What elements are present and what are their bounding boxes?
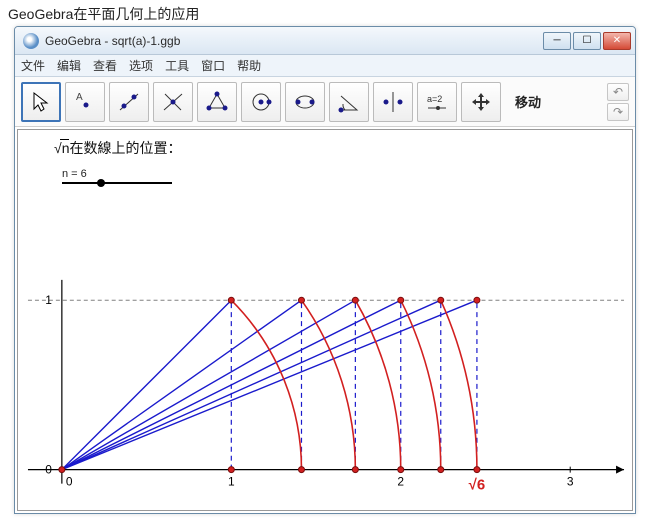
menu-view[interactable]: 查看 (93, 57, 117, 74)
page-title: GeoGebra在平面几何上的应用 (0, 0, 650, 28)
app-window: GeoGebra - sqrt(a)-1.ggb ─ ☐ ✕ 文件 编辑 查看 … (14, 26, 636, 514)
svg-text:0: 0 (45, 463, 52, 477)
svg-text:A: A (76, 92, 83, 103)
toolbar: Aa=2 移动 ↶ ↷ (15, 77, 635, 127)
slider-track[interactable] (62, 182, 172, 184)
close-button[interactable]: ✕ (603, 32, 631, 50)
point-tool[interactable]: A (65, 82, 105, 122)
svg-text:0: 0 (66, 475, 73, 489)
titlebar: GeoGebra - sqrt(a)-1.ggb ─ ☐ ✕ (15, 27, 635, 55)
tool-mode-label: 移动 (515, 92, 541, 111)
move-tool[interactable] (21, 82, 61, 122)
undo-button[interactable]: ↶ (607, 83, 629, 101)
perpendicular-tool[interactable] (153, 82, 193, 122)
slider-thumb[interactable] (97, 179, 105, 187)
svg-text:a=2: a=2 (427, 94, 442, 104)
window-title: GeoGebra - sqrt(a)-1.ggb (45, 34, 543, 48)
menubar: 文件 编辑 查看 选项 工具 窗口 帮助 (15, 55, 635, 77)
angle-tool[interactable] (329, 82, 369, 122)
plot-svg: 1 2 3 0 1 0 √6 (18, 210, 632, 510)
menu-file[interactable]: 文件 (21, 57, 45, 74)
menu-options[interactable]: 选项 (129, 57, 153, 74)
maximize-button[interactable]: ☐ (573, 32, 601, 50)
polygon-tool[interactable] (197, 82, 237, 122)
slider-tool[interactable]: a=2 (417, 82, 457, 122)
ellipse-tool[interactable] (285, 82, 325, 122)
canvas-label: √n在数線上的位置： (54, 138, 181, 158)
slider-n[interactable]: n = 6 (62, 168, 172, 184)
line-tool[interactable] (109, 82, 149, 122)
plot-area: 1 2 3 0 1 0 √6 (18, 210, 632, 510)
menu-tools[interactable]: 工具 (165, 57, 189, 74)
graphics-view[interactable]: √n在数線上的位置： n = 6 1 2 3 0 1 0 √6 (17, 129, 633, 511)
move-view-tool[interactable] (461, 82, 501, 122)
slider-label: n = 6 (62, 168, 172, 180)
circle-tool[interactable] (241, 82, 281, 122)
menu-edit[interactable]: 编辑 (57, 57, 81, 74)
reflect-tool[interactable] (373, 82, 413, 122)
app-icon (23, 33, 39, 49)
menu-help[interactable]: 帮助 (237, 57, 261, 74)
svg-text:1: 1 (45, 293, 52, 307)
svg-text:1: 1 (228, 475, 235, 489)
svg-text:√6: √6 (469, 477, 486, 494)
redo-button[interactable]: ↷ (607, 103, 629, 121)
menu-window[interactable]: 窗口 (201, 57, 225, 74)
minimize-button[interactable]: ─ (543, 32, 571, 50)
svg-text:2: 2 (397, 475, 404, 489)
svg-text:3: 3 (567, 475, 574, 489)
